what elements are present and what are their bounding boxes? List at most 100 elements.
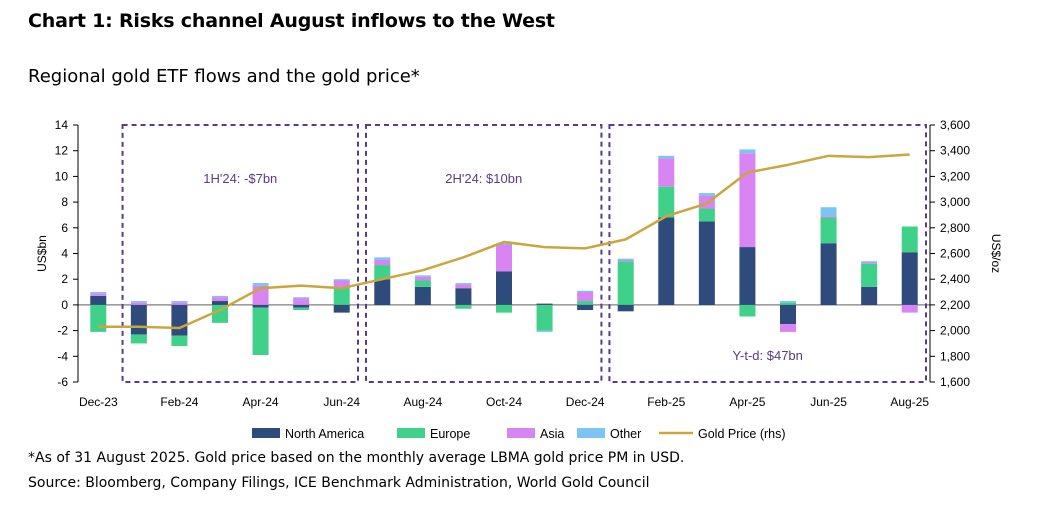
bar-north-america: [293, 304, 310, 308]
bar-asia: [333, 280, 350, 287]
bar-north-america: [455, 288, 472, 305]
bar-asia: [780, 324, 796, 332]
bar-asia: [293, 298, 310, 305]
bar-other: [820, 207, 837, 217]
bar-other: [496, 243, 512, 245]
bar-europe: [212, 304, 228, 323]
bar-asia: [496, 244, 512, 272]
bar-other: [414, 275, 431, 277]
bar-north-america: [577, 304, 594, 311]
bar-europe: [293, 307, 310, 311]
bar-other: [698, 193, 715, 196]
bar-asia: [820, 216, 837, 218]
bar-europe: [455, 304, 472, 309]
legend-label: Europe: [430, 427, 470, 441]
y-tick-label: 4: [61, 247, 68, 261]
x-tick-label: Aug-25: [890, 395, 929, 409]
bar-europe: [171, 335, 188, 347]
bar-north-america: [536, 303, 553, 305]
bar-other: [536, 330, 553, 332]
y-tick-label: 0: [61, 298, 68, 312]
annotation-label: 2H'24: $10bn: [445, 171, 522, 186]
annotation-box: [608, 124, 928, 383]
bar-north-america: [820, 243, 837, 305]
x-tick-label: Feb-24: [160, 395, 198, 409]
bar-other: [293, 297, 310, 299]
bar-europe: [820, 217, 837, 244]
bar-other: [374, 257, 391, 260]
y2-tick-label: 3,200: [940, 169, 970, 183]
bar-europe: [536, 304, 553, 331]
y-tick-label: -4: [57, 349, 68, 363]
bar-north-america: [414, 286, 431, 305]
y2-tick-label: 3,400: [940, 144, 970, 158]
bar-asia: [130, 302, 147, 305]
y-tick-label: 12: [55, 144, 69, 158]
legend-swatch: [507, 428, 535, 438]
chart-title: Chart 1: Risks channel August inflows to…: [28, 10, 555, 32]
bar-europe: [130, 334, 147, 344]
bar-europe: [861, 263, 878, 287]
y-tick-label: 14: [55, 118, 69, 132]
legend-label: North America: [285, 427, 364, 441]
y2-tick-label: 2,600: [940, 247, 970, 261]
bar-other: [739, 149, 756, 154]
bar-europe: [90, 304, 107, 332]
bar-north-america: [130, 304, 147, 335]
x-tick-label: Feb-25: [647, 395, 685, 409]
bar-asia: [374, 259, 391, 266]
x-tick-label: Apr-24: [243, 395, 279, 409]
bar-europe: [658, 186, 675, 218]
legend-label: Gold Price (rhs): [698, 427, 786, 441]
y-tick-label: 6: [61, 221, 68, 235]
y2-tick-label: 1,800: [940, 349, 970, 363]
annotation-label: Y-t-d: $47bn: [733, 348, 803, 363]
x-tick-label: Dec-23: [79, 395, 118, 409]
annotation-box: [365, 124, 603, 383]
bar-asia: [617, 259, 634, 262]
bar-asia: [658, 158, 675, 187]
legend-swatch: [577, 428, 605, 438]
x-tick-label: Apr-25: [729, 395, 765, 409]
legend-label: Asia: [540, 427, 564, 441]
bar-europe: [698, 208, 715, 222]
bar-north-america: [658, 217, 675, 305]
bar-asia: [212, 297, 228, 302]
bar-other: [333, 279, 350, 281]
bar-asia: [739, 153, 756, 248]
bar-north-america: [212, 301, 228, 305]
y2-tick-label: 2,400: [940, 272, 970, 286]
bar-north-america: [496, 271, 512, 305]
x-tick-label: Oct-24: [486, 395, 522, 409]
bar-north-america: [171, 304, 188, 336]
bar-asia: [861, 262, 878, 264]
gold-price-line: [98, 153, 910, 330]
x-tick-label: Dec-24: [566, 395, 605, 409]
bar-europe: [739, 304, 756, 317]
y-tick-label: -6: [57, 375, 68, 389]
x-tick-label: Aug-24: [404, 395, 443, 409]
bar-europe: [333, 286, 350, 305]
y-tick-label: 10: [55, 169, 69, 183]
bar-europe: [252, 307, 269, 356]
bar-other: [617, 258, 634, 260]
y2-tick-label: 2,800: [940, 221, 970, 235]
bar-north-america: [617, 304, 634, 312]
annotation-box: [121, 124, 359, 383]
y-axis-label: US$bn: [35, 235, 49, 272]
y2-tick-label: 3,000: [940, 195, 970, 209]
bar-north-america: [90, 295, 107, 305]
bar-asia: [577, 292, 594, 302]
bar-other: [212, 295, 228, 298]
y2-tick-label: 3,600: [940, 118, 970, 132]
bar-europe: [901, 226, 918, 253]
bar-north-america: [861, 286, 878, 305]
bar-north-america: [698, 221, 715, 305]
y2-tick-label: 1,600: [940, 375, 970, 389]
legend-label: Other: [610, 427, 641, 441]
bar-asia: [455, 284, 472, 289]
bar-other: [455, 283, 472, 285]
y-tick-label: -2: [57, 324, 68, 338]
footnote: *As of 31 August 2025. Gold price based …: [28, 450, 685, 466]
